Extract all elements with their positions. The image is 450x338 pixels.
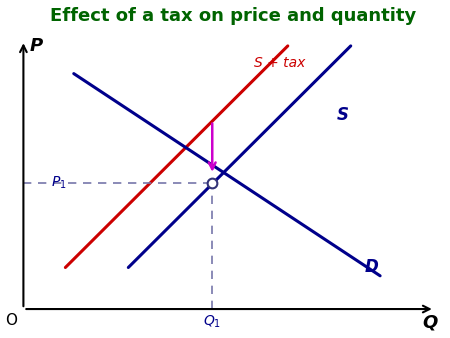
Text: O: O (5, 313, 17, 328)
Text: P: P (29, 37, 43, 55)
Title: Effect of a tax on price and quantity: Effect of a tax on price and quantity (50, 7, 416, 25)
Text: $Q_1$: $Q_1$ (203, 313, 221, 330)
Text: S: S (336, 106, 348, 124)
Text: S + tax: S + tax (254, 55, 305, 70)
Text: $P_1$: $P_1$ (51, 175, 67, 191)
Text: D: D (365, 259, 378, 276)
Text: Q: Q (423, 314, 438, 332)
